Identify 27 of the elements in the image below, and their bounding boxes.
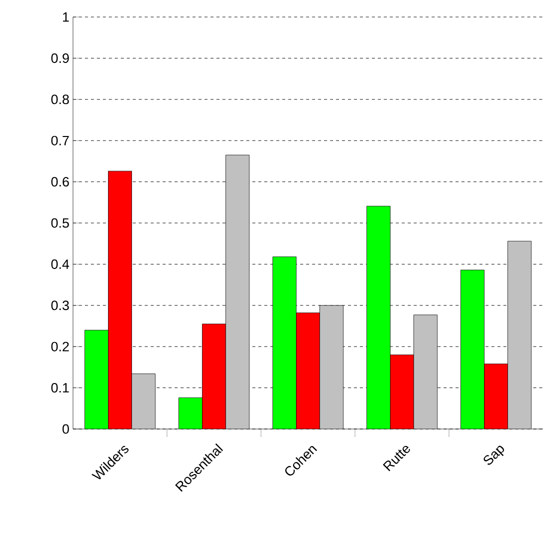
y-tick-label: 0.4: [51, 259, 70, 269]
bar: [84, 330, 108, 429]
y-tick-label: 0.1: [51, 383, 69, 393]
bar: [132, 374, 156, 429]
bar: [366, 206, 390, 429]
bar: [202, 324, 226, 429]
y-tick-label: 0.8: [51, 94, 69, 104]
bar: [272, 256, 296, 429]
bar: [178, 398, 202, 429]
bar: [226, 155, 250, 429]
bar: [108, 171, 132, 429]
bar: [320, 305, 344, 429]
bar: [460, 270, 484, 429]
bar: [296, 312, 320, 429]
y-tick-label: 0: [62, 424, 69, 434]
bar: [390, 354, 414, 429]
bar: [508, 240, 532, 429]
y-tick-label: 0.5: [51, 218, 69, 228]
y-tick-label: 0.2: [51, 342, 69, 352]
bar: [484, 364, 508, 429]
y-tick-label: 0.6: [51, 177, 69, 187]
bar: [414, 314, 438, 429]
y-tick-label: 0.7: [51, 136, 69, 146]
y-tick-label: 1: [63, 12, 69, 22]
y-tick-label: 0.3: [51, 300, 69, 310]
x-tick-label: Sap: [484, 446, 504, 465]
y-tick-label: 0.9: [51, 53, 69, 63]
